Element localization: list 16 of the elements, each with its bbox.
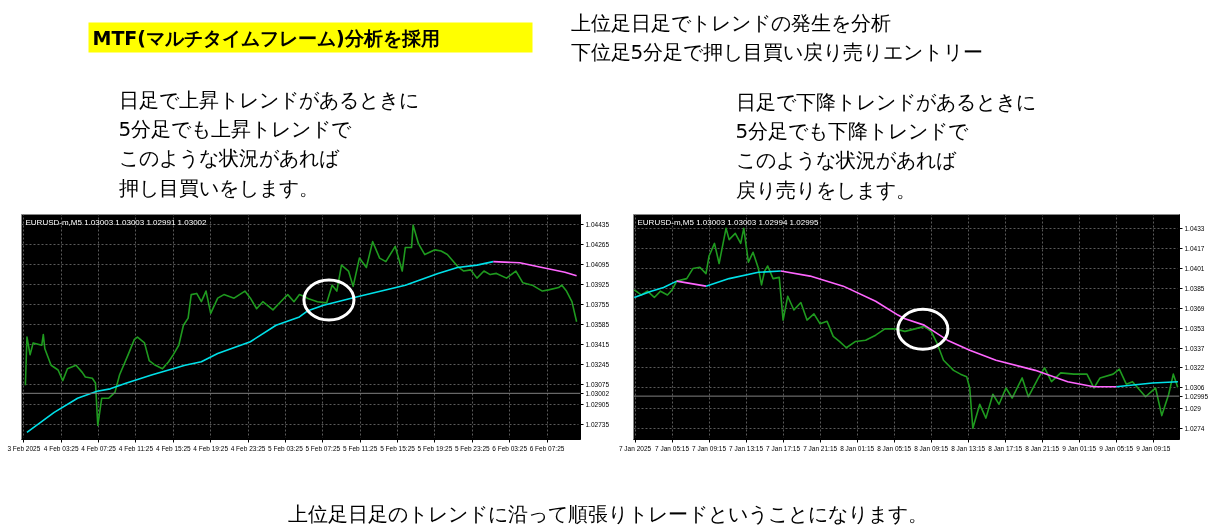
text: 戻り売りをします。 bbox=[735, 177, 916, 202]
line-series bbox=[26, 260, 495, 434]
text: 上位足日足でトレンドの発生を分析 bbox=[570, 10, 891, 35]
text: MTF(マルチタイムフレーム)分析を採用 bbox=[92, 26, 440, 49]
text: このような状況があれば bbox=[735, 147, 957, 172]
text: 5分足でも上昇トレンドで bbox=[118, 116, 353, 141]
annotation: EURUSD-m,M5 1.03003 1.03003 1.02991 1.03002 bbox=[25, 217, 208, 227]
text: 日足で下降トレンドがあるときに bbox=[735, 89, 1036, 114]
text: 下位足5分足で押し目買い戻り売りエントリー bbox=[570, 39, 984, 64]
annotation: EURUSD-m,M5 1.03003 1.03003 1.02994 1.02995 bbox=[637, 217, 820, 227]
text: 5分足でも下降トレンドで bbox=[735, 118, 970, 143]
line-series bbox=[492, 260, 578, 277]
text: 上位足日足のトレンドに沿って順張りトレードということになります。 bbox=[287, 501, 928, 526]
text: 押し目買いをします。 bbox=[118, 175, 319, 200]
text: このような状況があれば bbox=[118, 145, 340, 170]
text: 日足で上昇トレンドがあるときに bbox=[118, 87, 419, 112]
